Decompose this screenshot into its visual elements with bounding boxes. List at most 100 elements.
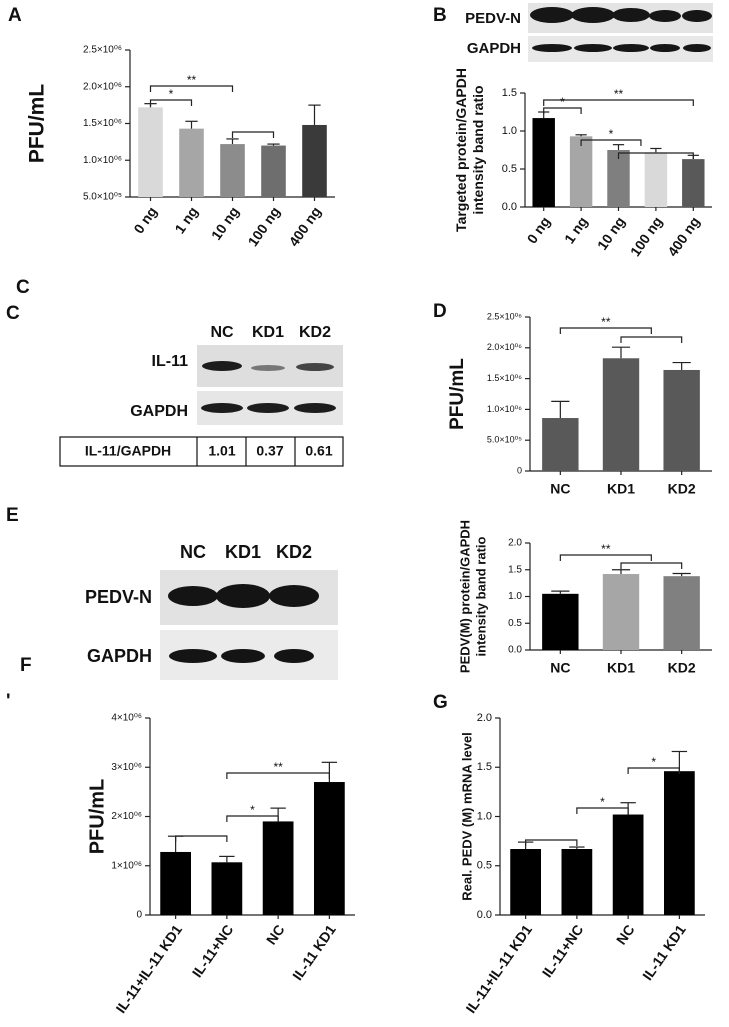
significance-label: * <box>250 803 255 817</box>
band <box>168 586 218 606</box>
panel-label: E <box>6 505 19 526</box>
significance-label: ** <box>601 315 611 329</box>
y-tick-label: 1.0×10⁰⁶ <box>487 404 522 414</box>
band <box>201 403 243 413</box>
band <box>613 44 649 52</box>
band <box>169 649 217 663</box>
bar <box>262 821 294 915</box>
significance-bracket <box>231 131 275 138</box>
significance-label: * <box>609 127 614 141</box>
bar <box>612 814 644 915</box>
significance-label: * <box>651 755 656 769</box>
x-tick-label: KD2 <box>668 481 696 497</box>
band <box>612 8 650 22</box>
blot-row-label: GAPDH <box>87 646 152 666</box>
table-cell: 1.01 <box>208 443 235 459</box>
y-tick-label: 0.5 <box>477 860 492 872</box>
y-tick-label: 3×10⁰⁶ <box>111 762 142 773</box>
y-tick-label: 2.0 <box>508 538 522 549</box>
significance-bracket <box>226 815 279 822</box>
band <box>216 584 270 608</box>
significance-bracket <box>617 152 694 159</box>
y-tick-label: 0 <box>136 910 142 921</box>
band <box>202 361 242 371</box>
y-tick-label: 2×10⁰⁶ <box>111 811 142 822</box>
y-tick-label: 0.0 <box>502 201 517 213</box>
blot-row-label: IL-11 <box>152 353 189 370</box>
bands <box>530 7 712 52</box>
y-axis-label: PFU/mL <box>26 84 49 164</box>
bar <box>663 576 700 650</box>
y-tick-label: 0.5 <box>502 163 517 175</box>
y-tick-label: 2.0×10⁰⁶ <box>487 342 522 352</box>
y-tick-label: 0.0 <box>508 645 522 656</box>
y-axis-label: PEDV(M) protein/GAPDH <box>457 520 472 673</box>
blot-row-label: PEDV-N <box>465 10 521 27</box>
significance-label: ** <box>273 760 283 774</box>
band <box>247 403 289 413</box>
panel-label: C <box>16 277 30 298</box>
bar <box>261 145 286 197</box>
blot-e: NC KD1 KD2 PEDV-N GAPDH <box>85 542 338 680</box>
blot-b: PEDV-N GAPDH <box>465 3 713 62</box>
significance-bracket <box>559 327 652 334</box>
table-border <box>59 436 344 467</box>
significance-bracket <box>627 767 680 774</box>
significance-label: * <box>560 95 565 109</box>
y-tick-label: 1.0 <box>508 591 522 602</box>
significance-bracket <box>620 562 683 569</box>
band <box>682 10 712 22</box>
band <box>221 649 265 663</box>
y-tick-label: 1.0 <box>477 810 492 822</box>
x-tick-label: NC <box>550 660 570 676</box>
band <box>530 7 574 23</box>
blot-c: NC KD1 KD2 IL-11 GAPDH IL-11/GAPDH 1.01 … <box>59 324 344 467</box>
y-tick-label: 1.5×10⁰⁶ <box>83 118 122 129</box>
y-tick-label: 0.5 <box>508 618 522 629</box>
panel-label: B <box>433 5 447 26</box>
band <box>251 365 285 371</box>
band <box>571 7 615 23</box>
table-cell: 0.61 <box>305 443 332 459</box>
lane-label: NC <box>180 542 206 562</box>
y-tick-label: 5.0×10⁰⁵ <box>83 192 122 203</box>
y-tick-label: 2.0×10⁰⁶ <box>83 81 122 92</box>
bar <box>302 124 327 197</box>
y-axis-label: intensity band ratio <box>470 85 486 214</box>
y-tick-label: 1.5 <box>508 564 522 575</box>
band <box>296 363 334 371</box>
x-tick-label: NC <box>550 481 570 497</box>
bar <box>607 150 630 207</box>
bar <box>561 849 593 915</box>
y-tick-label: 4×10⁰⁶ <box>111 713 142 724</box>
bar <box>160 851 191 915</box>
y-axis-label: Real. PEDV (M) mRNA level <box>459 732 474 901</box>
y-tick-label: 0.0 <box>477 909 492 921</box>
bands <box>201 361 336 413</box>
band <box>532 44 572 52</box>
significance-bracket <box>226 772 330 779</box>
bar <box>664 771 695 915</box>
bar <box>602 358 640 471</box>
y-axis-label: PFU/mL <box>86 779 108 855</box>
significance-bracket <box>149 85 234 92</box>
table-lines <box>59 436 344 467</box>
bar <box>138 107 163 197</box>
panel-label: F <box>20 655 32 676</box>
bar <box>532 118 555 207</box>
band <box>683 44 711 52</box>
panel-labels: A B C C D E F ' G <box>6 5 448 713</box>
significance-bracket <box>543 99 694 106</box>
y-tick-label: 0 <box>517 465 522 475</box>
blot-row-label: GAPDH <box>467 40 521 57</box>
lane-label: NC <box>210 324 234 341</box>
bar <box>220 144 245 197</box>
band <box>269 585 319 607</box>
significance-bracket <box>149 99 193 106</box>
significance-bracket <box>559 554 652 561</box>
panel-label: ' <box>6 691 11 712</box>
bar <box>179 128 204 197</box>
band <box>574 44 612 52</box>
bar <box>602 574 640 650</box>
significance-bracket <box>525 839 578 846</box>
